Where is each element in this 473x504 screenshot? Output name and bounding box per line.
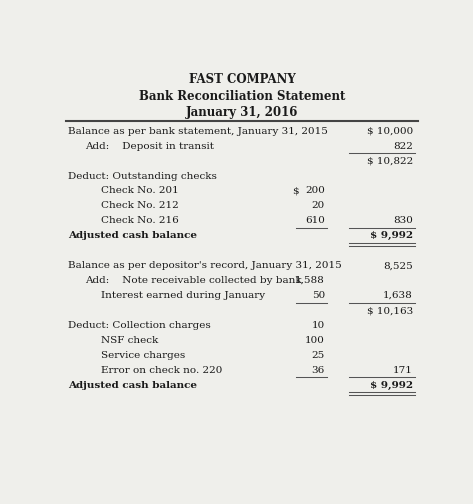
Text: 1,588: 1,588 [295,276,325,285]
Text: Interest earned during January: Interest earned during January [101,291,265,300]
Text: FAST COMPANY: FAST COMPANY [189,73,296,86]
Text: 171: 171 [393,366,413,375]
Text: 10: 10 [312,321,325,330]
Text: 200: 200 [305,186,325,196]
Text: Deduct: Collection charges: Deduct: Collection charges [68,321,211,330]
Text: $ 10,163: $ 10,163 [367,306,413,315]
Text: 1,638: 1,638 [383,291,413,300]
Text: Check No. 212: Check No. 212 [101,202,179,211]
Text: 822: 822 [393,142,413,151]
Text: 20: 20 [312,202,325,211]
Text: Add:    Deposit in transit: Add: Deposit in transit [85,142,214,151]
Text: Bank Reconciliation Statement: Bank Reconciliation Statement [139,90,346,103]
Text: $ 9,992: $ 9,992 [370,381,413,390]
Text: Adjusted cash balance: Adjusted cash balance [68,231,197,240]
Text: 8,525: 8,525 [383,261,413,270]
Text: Balance as per depositor's record, January 31, 2015: Balance as per depositor's record, Janua… [68,261,342,270]
Text: Adjusted cash balance: Adjusted cash balance [68,381,197,390]
Text: Check No. 216: Check No. 216 [101,216,179,225]
Text: Check No. 201: Check No. 201 [101,186,179,196]
Text: Service charges: Service charges [101,351,185,360]
Text: Add:    Note receivable collected by bank: Add: Note receivable collected by bank [85,276,301,285]
Text: $: $ [292,186,298,196]
Text: $ 10,822: $ 10,822 [367,157,413,166]
Text: 610: 610 [305,216,325,225]
Text: $ 9,992: $ 9,992 [370,231,413,240]
Text: 36: 36 [312,366,325,375]
Text: 50: 50 [312,291,325,300]
Text: Error on check no. 220: Error on check no. 220 [101,366,223,375]
Text: 100: 100 [305,336,325,345]
Text: NSF check: NSF check [101,336,158,345]
Text: Deduct: Outstanding checks: Deduct: Outstanding checks [68,171,217,180]
Text: $ 10,000: $ 10,000 [367,127,413,136]
Text: 25: 25 [312,351,325,360]
Text: Balance as per bank statement, January 31, 2015: Balance as per bank statement, January 3… [68,127,328,136]
Text: January 31, 2016: January 31, 2016 [186,106,298,119]
Text: 830: 830 [393,216,413,225]
